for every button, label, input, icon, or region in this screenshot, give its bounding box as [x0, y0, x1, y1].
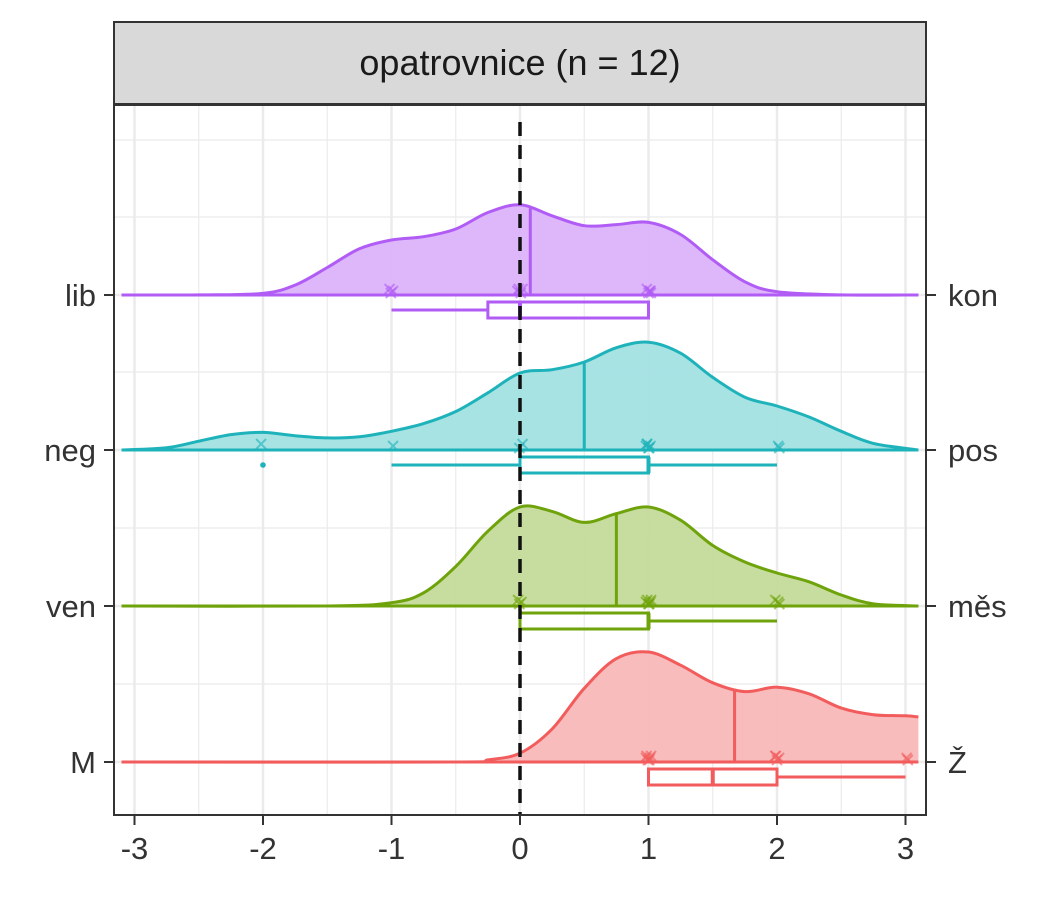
data-point	[385, 287, 397, 299]
data-point	[513, 598, 526, 610]
x-tick-label: 3	[897, 831, 914, 866]
y-tick-label-right: měs	[948, 589, 1007, 624]
y-tick-label-left: neg	[44, 433, 96, 468]
data-point	[773, 598, 786, 610]
y-tick-label-left: M	[70, 745, 96, 780]
facet-strip-background	[113, 21, 927, 105]
density-curve	[121, 340, 919, 452]
density-area	[121, 505, 919, 607]
y-axis-right: kon pos měs Ž	[926, 278, 1007, 780]
data-point	[641, 438, 653, 450]
x-tick-label: 0	[511, 831, 528, 866]
facet-strip: opatrovnice (n = 12)	[113, 21, 927, 105]
data-point	[643, 754, 655, 766]
x-axis: -3 -2 -1 0 1 2 3	[121, 815, 914, 866]
density-curve	[121, 504, 919, 608]
box-iqr	[486, 300, 650, 320]
x-tick-label: -1	[378, 831, 406, 866]
data-point	[642, 598, 655, 610]
data-point	[902, 754, 914, 766]
y-tick-label-right: Ž	[948, 745, 967, 780]
data-point	[645, 287, 657, 299]
outlier-point	[260, 462, 266, 468]
series-M-Ž	[121, 650, 919, 787]
density-area	[121, 651, 919, 763]
y-axis-left: lib neg ven M	[44, 278, 114, 780]
x-tick-label: -2	[249, 831, 277, 866]
x-tick-label: 1	[640, 831, 657, 866]
y-tick-label-left: lib	[65, 278, 96, 313]
x-tick-label: 2	[768, 831, 785, 866]
x-tick-label: -3	[121, 831, 149, 866]
y-tick-label-right: kon	[948, 278, 998, 313]
density-curve	[121, 650, 919, 764]
data-point	[387, 440, 399, 452]
data-point	[769, 750, 782, 762]
data-point	[255, 438, 267, 450]
boxplot	[647, 767, 906, 787]
density-area	[121, 342, 919, 450]
facet-title: opatrovnice (n = 12)	[359, 42, 680, 83]
y-tick-label-right: pos	[948, 433, 998, 468]
boxplot	[391, 455, 777, 475]
y-tick-label-left: ven	[46, 589, 96, 624]
boxplot	[518, 611, 777, 631]
data-point	[773, 442, 786, 454]
